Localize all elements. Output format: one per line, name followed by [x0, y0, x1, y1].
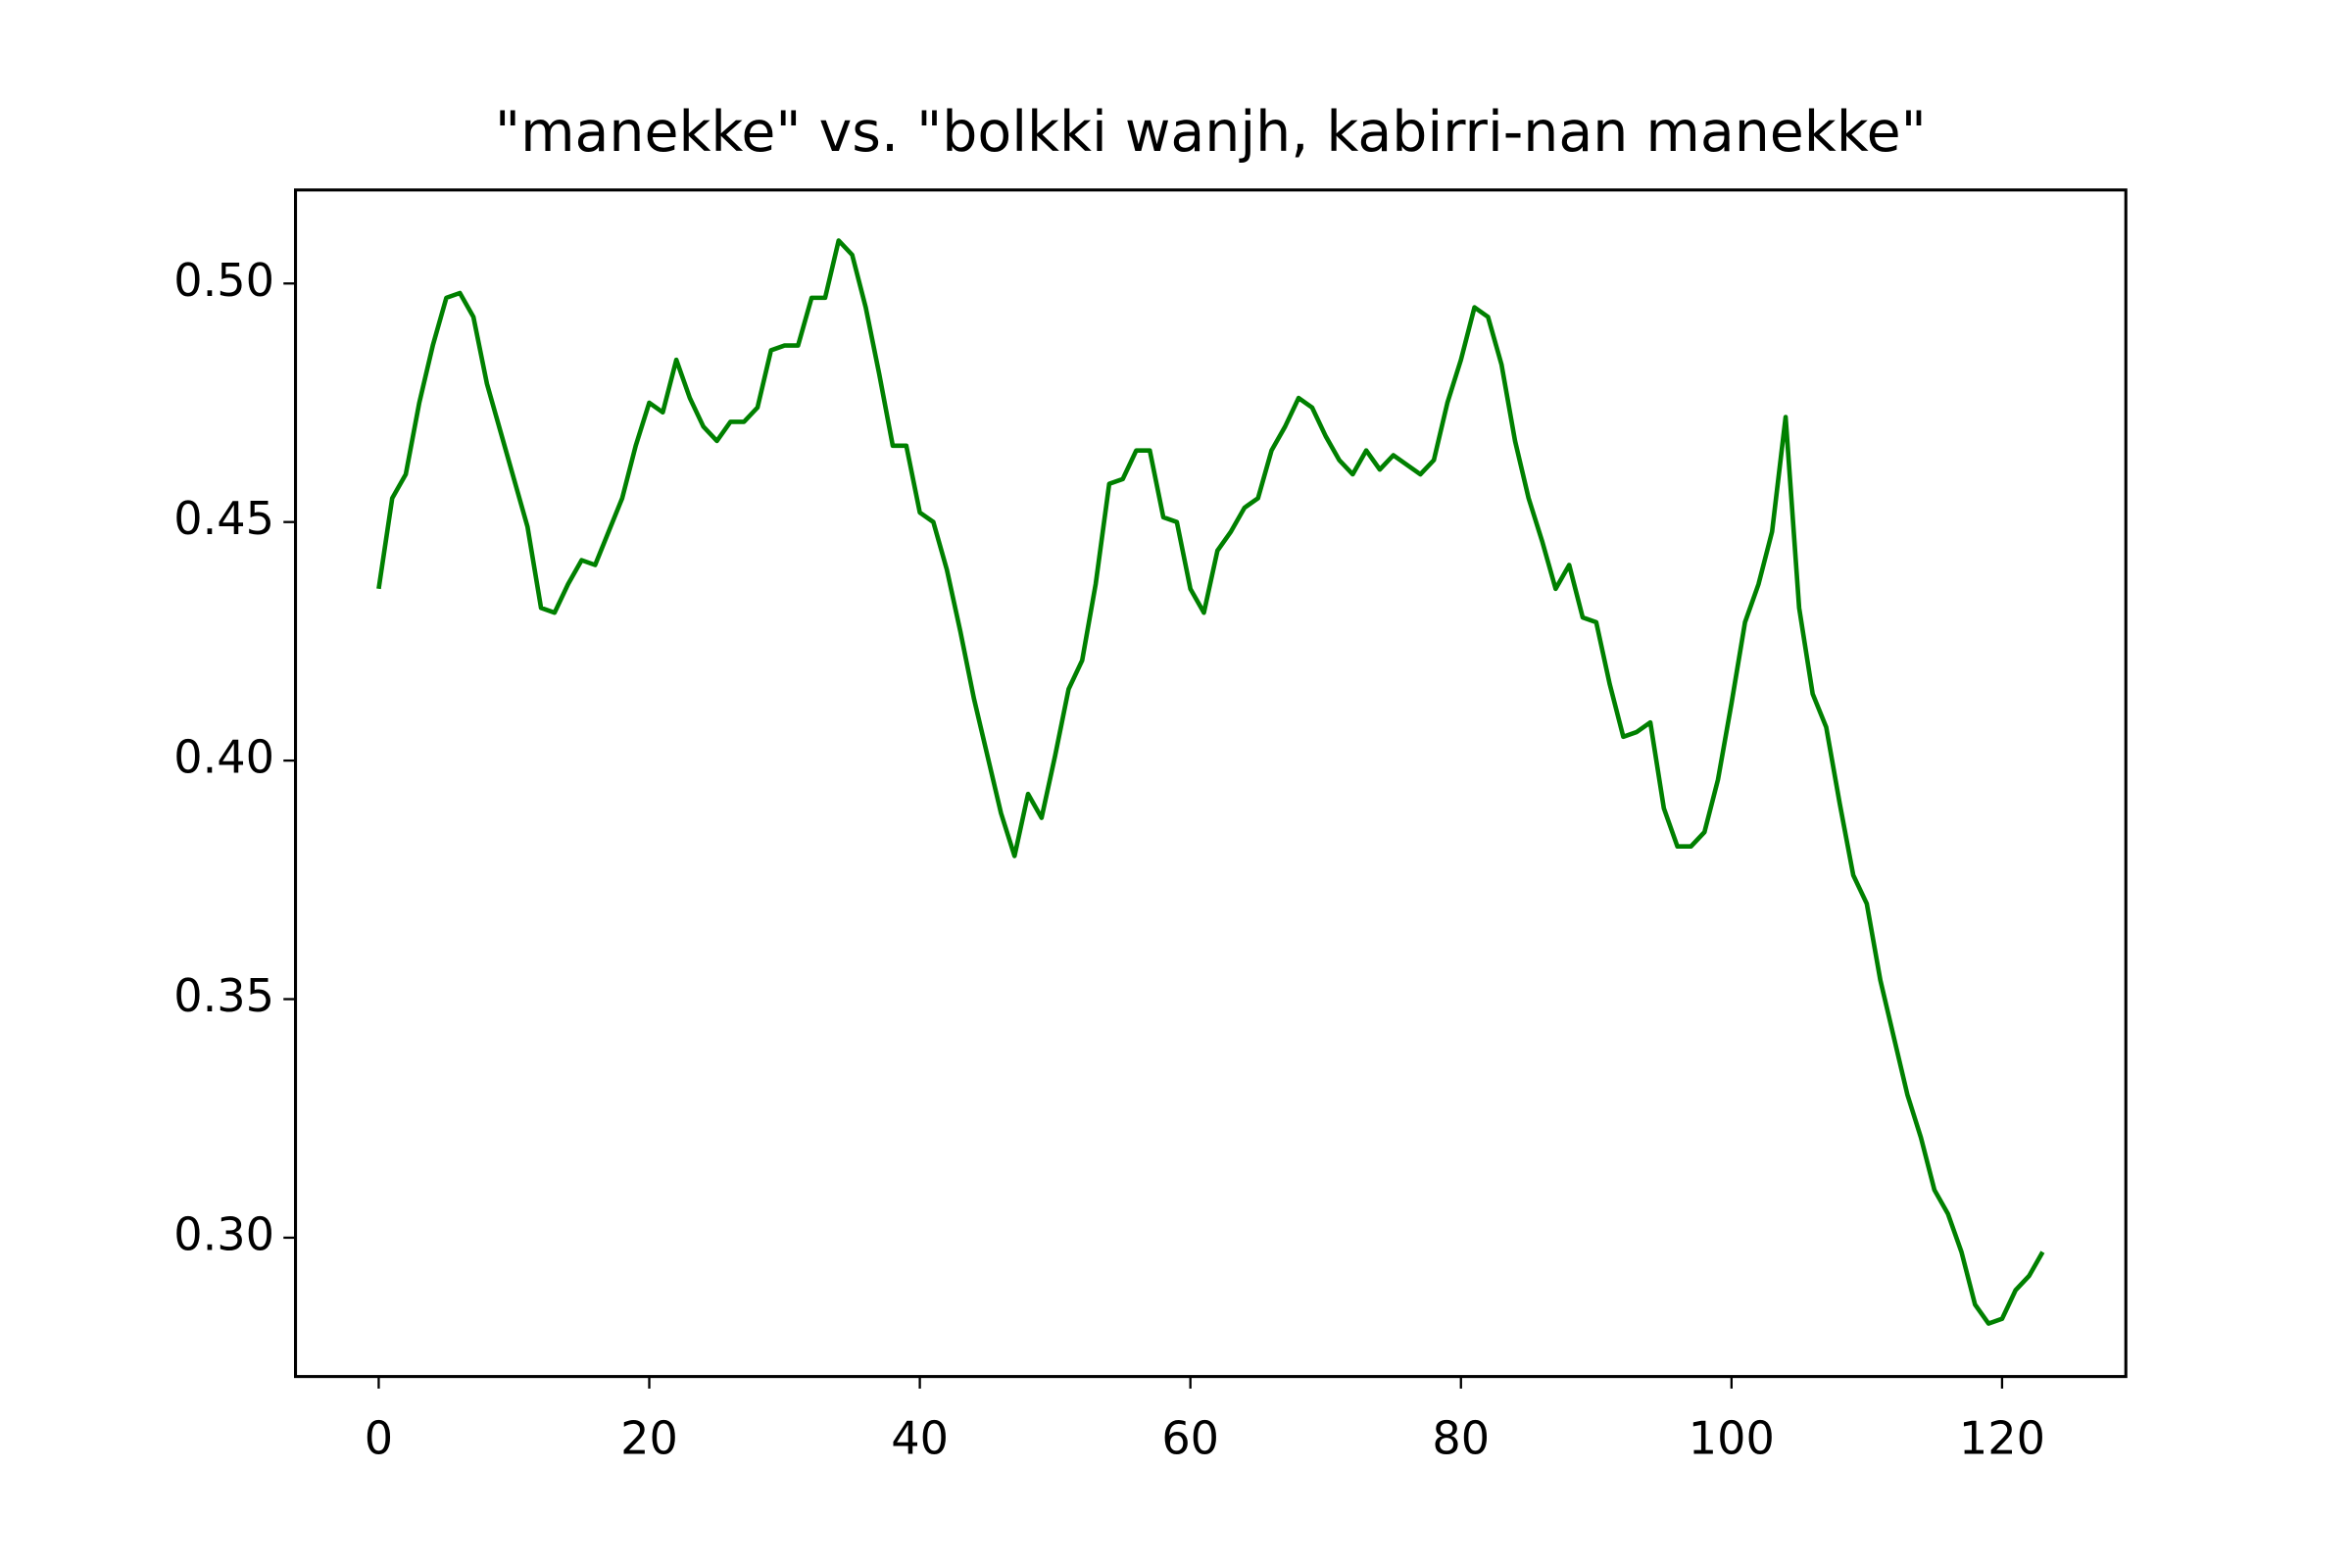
y-tick-label: 0.35 — [173, 969, 274, 1022]
chart-title: "manekke" vs. "bolkki wanjh, kabirri-nan… — [495, 100, 1927, 165]
x-tick-label: 20 — [620, 1411, 678, 1464]
plot-frame — [294, 188, 2128, 1379]
data-line — [376, 238, 2045, 1326]
y-tick-label: 0.30 — [173, 1207, 274, 1260]
x-tick-label: 100 — [1689, 1411, 1775, 1464]
y-tick-label: 0.40 — [173, 731, 274, 784]
y-tick-label: 0.45 — [173, 492, 274, 545]
x-tick-label: 60 — [1161, 1411, 1219, 1464]
x-tick-label: 40 — [891, 1411, 949, 1464]
x-tick-label: 80 — [1432, 1411, 1490, 1464]
x-tick-label: 120 — [1959, 1411, 2045, 1464]
x-tick-label: 0 — [365, 1411, 393, 1464]
y-tick-label: 0.50 — [173, 254, 274, 307]
